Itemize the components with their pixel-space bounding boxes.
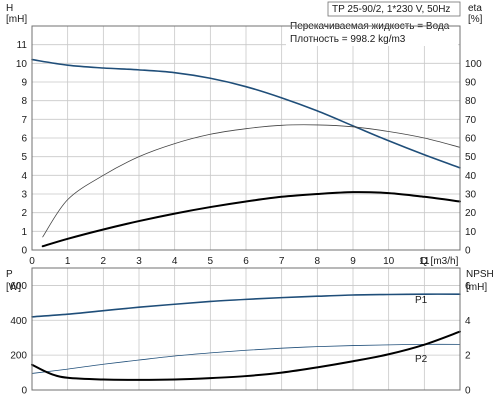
top-left-axis-label: H <box>6 3 13 14</box>
top-right-tick: 90 <box>465 78 477 89</box>
top-right-axis-label: eta <box>468 3 482 14</box>
x-tick: 3 <box>136 256 142 267</box>
bottom-right-tick: 2 <box>465 351 471 362</box>
title-box <box>327 1 461 17</box>
chart-title: TP 25-90/2, 1*230 V, 50Hz <box>332 4 450 15</box>
bottom-right-tick: 0 <box>465 386 471 397</box>
top-plot-frame <box>31 25 461 251</box>
series-h-line <box>31 58 461 169</box>
bottom-right-axis-unit: [mH] <box>466 282 487 293</box>
top-right-tick: 50 <box>465 152 477 163</box>
x-tick: 6 <box>243 256 249 267</box>
x-tick: 7 <box>279 256 285 267</box>
density-annotation: Плотность = 998.2 kg/m3 <box>290 34 406 45</box>
bottom-left-tick: 200 <box>10 351 27 362</box>
series-npsh-line <box>31 330 461 381</box>
x-tick: 10 <box>383 256 395 267</box>
top-left-tick: 7 <box>21 115 27 126</box>
x-tick: 8 <box>315 256 321 267</box>
top-left-tick: 3 <box>21 190 27 201</box>
top-left-tick: 1 <box>21 227 27 238</box>
x-tick: 1 <box>65 256 71 267</box>
bottom-right-tick: 4 <box>465 316 471 327</box>
top-right-tick: 0 <box>465 246 471 257</box>
top-right-tick: 10 <box>465 227 477 238</box>
top-right-tick: 70 <box>465 115 477 126</box>
series-p2-line <box>31 343 461 374</box>
top-right-tick: 40 <box>465 171 477 182</box>
series-eta-line <box>42 124 461 238</box>
top-left-tick: 5 <box>21 152 27 163</box>
bottom-left-tick: 0 <box>21 386 27 397</box>
top-left-axis-unit: [mH] <box>6 14 27 25</box>
bottom-left-tick: 400 <box>10 316 27 327</box>
series-p1-line <box>31 293 461 318</box>
bottom-right-tick: 6 <box>465 281 471 292</box>
x-tick: 0 <box>29 256 35 267</box>
x-tick: 5 <box>208 256 214 267</box>
info-box <box>286 18 458 46</box>
top-left-tick: 11 <box>17 40 28 51</box>
top-left-tick: 8 <box>21 96 27 107</box>
x-tick: 2 <box>101 256 107 267</box>
top-left-tick: 10 <box>16 59 28 70</box>
top-right-axis-unit: [%] <box>468 14 483 25</box>
series-eta2-line <box>41 191 461 248</box>
bottom-left-tick: 600 <box>10 281 27 292</box>
top-right-tick: 30 <box>465 190 477 201</box>
p2-series-label: P2 <box>415 354 428 365</box>
top-left-tick: 2 <box>21 208 27 219</box>
x-tick: 11 <box>419 256 430 267</box>
bottom-left-axis-label: P <box>6 269 13 280</box>
bottom-plot-frame <box>31 267 461 391</box>
top-left-tick: 6 <box>21 134 27 145</box>
x-tick: 9 <box>350 256 356 267</box>
top-left-tick: 4 <box>21 171 27 182</box>
p1-series-label: P1 <box>415 295 428 306</box>
top-left-tick: 9 <box>21 78 27 89</box>
top-right-tick: 60 <box>465 134 477 145</box>
x-tick: 4 <box>172 256 178 267</box>
bottom-right-axis-label: NPSH <box>466 269 494 280</box>
top-right-tick: 80 <box>465 96 477 107</box>
x-axis-label: Q [m3/h] <box>420 256 459 267</box>
bottom-left-axis-unit: [W] <box>6 282 21 293</box>
top-right-tick: 20 <box>465 208 477 219</box>
top-right-tick: 100 <box>465 59 482 70</box>
top-left-tick: 0 <box>21 246 27 257</box>
